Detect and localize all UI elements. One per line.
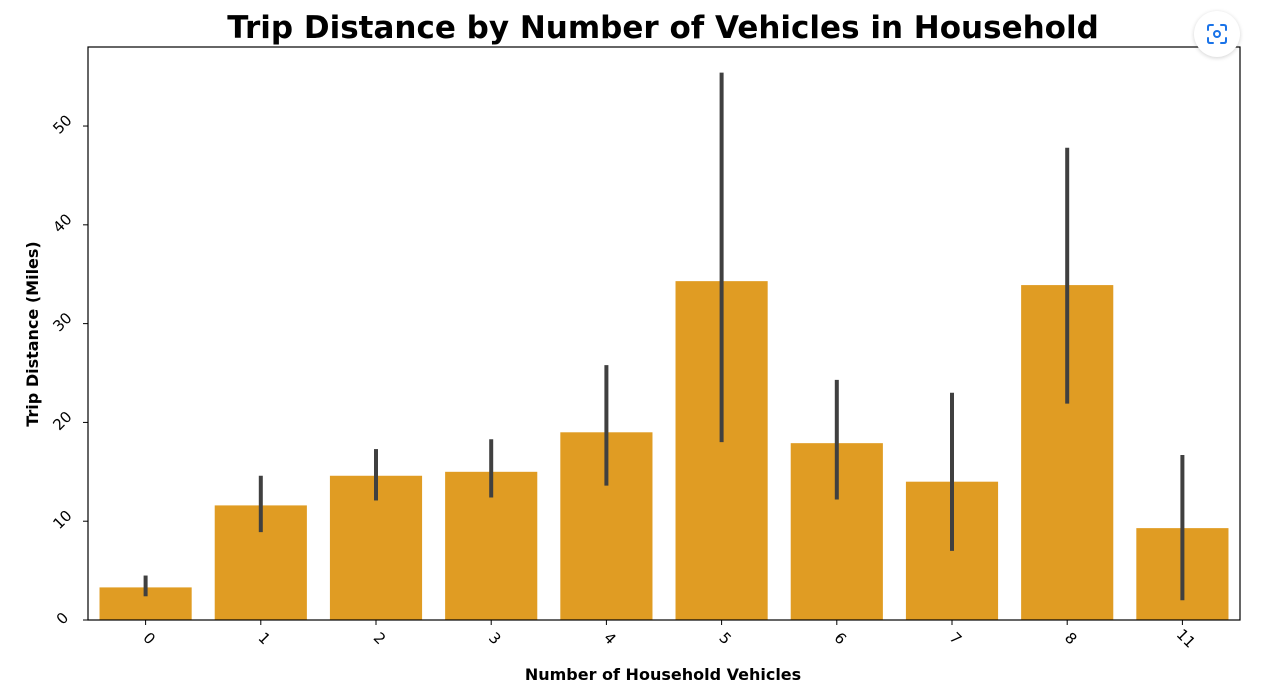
scan-button[interactable] — [1194, 11, 1240, 57]
x-tick-label-11: 11 — [1173, 625, 1199, 651]
x-tick-label-0: 0 — [139, 629, 158, 648]
x-tick-label-3: 3 — [485, 629, 504, 648]
x-axis-label: Number of Household Vehicles — [525, 665, 801, 684]
x-tick-label-7: 7 — [946, 629, 965, 648]
y-axis: 0 10 20 30 40 50 — [49, 111, 88, 628]
x-tick-label-8: 8 — [1061, 629, 1080, 648]
y-axis-label: Trip Distance (Miles) — [23, 241, 42, 426]
y-tick-label-10: 10 — [49, 507, 75, 533]
y-tick-label-50: 50 — [49, 111, 75, 137]
x-tick-label-5: 5 — [715, 629, 734, 648]
x-axis: 0 1 2 3 4 5 6 7 8 11 — [139, 620, 1199, 652]
bars-layer — [100, 281, 1229, 620]
x-tick-label-6: 6 — [831, 629, 850, 648]
x-tick-label-4: 4 — [600, 629, 619, 648]
y-tick-label-40: 40 — [49, 210, 75, 236]
chart-title: Trip Distance by Number of Vehicles in H… — [227, 10, 1099, 46]
x-tick-label-2: 2 — [370, 629, 389, 648]
scan-icon — [1206, 23, 1228, 45]
x-tick-label-1: 1 — [255, 629, 274, 648]
y-tick-label-20: 20 — [49, 408, 75, 434]
y-tick-label-30: 30 — [49, 309, 75, 335]
y-tick-label-0: 0 — [53, 609, 72, 628]
